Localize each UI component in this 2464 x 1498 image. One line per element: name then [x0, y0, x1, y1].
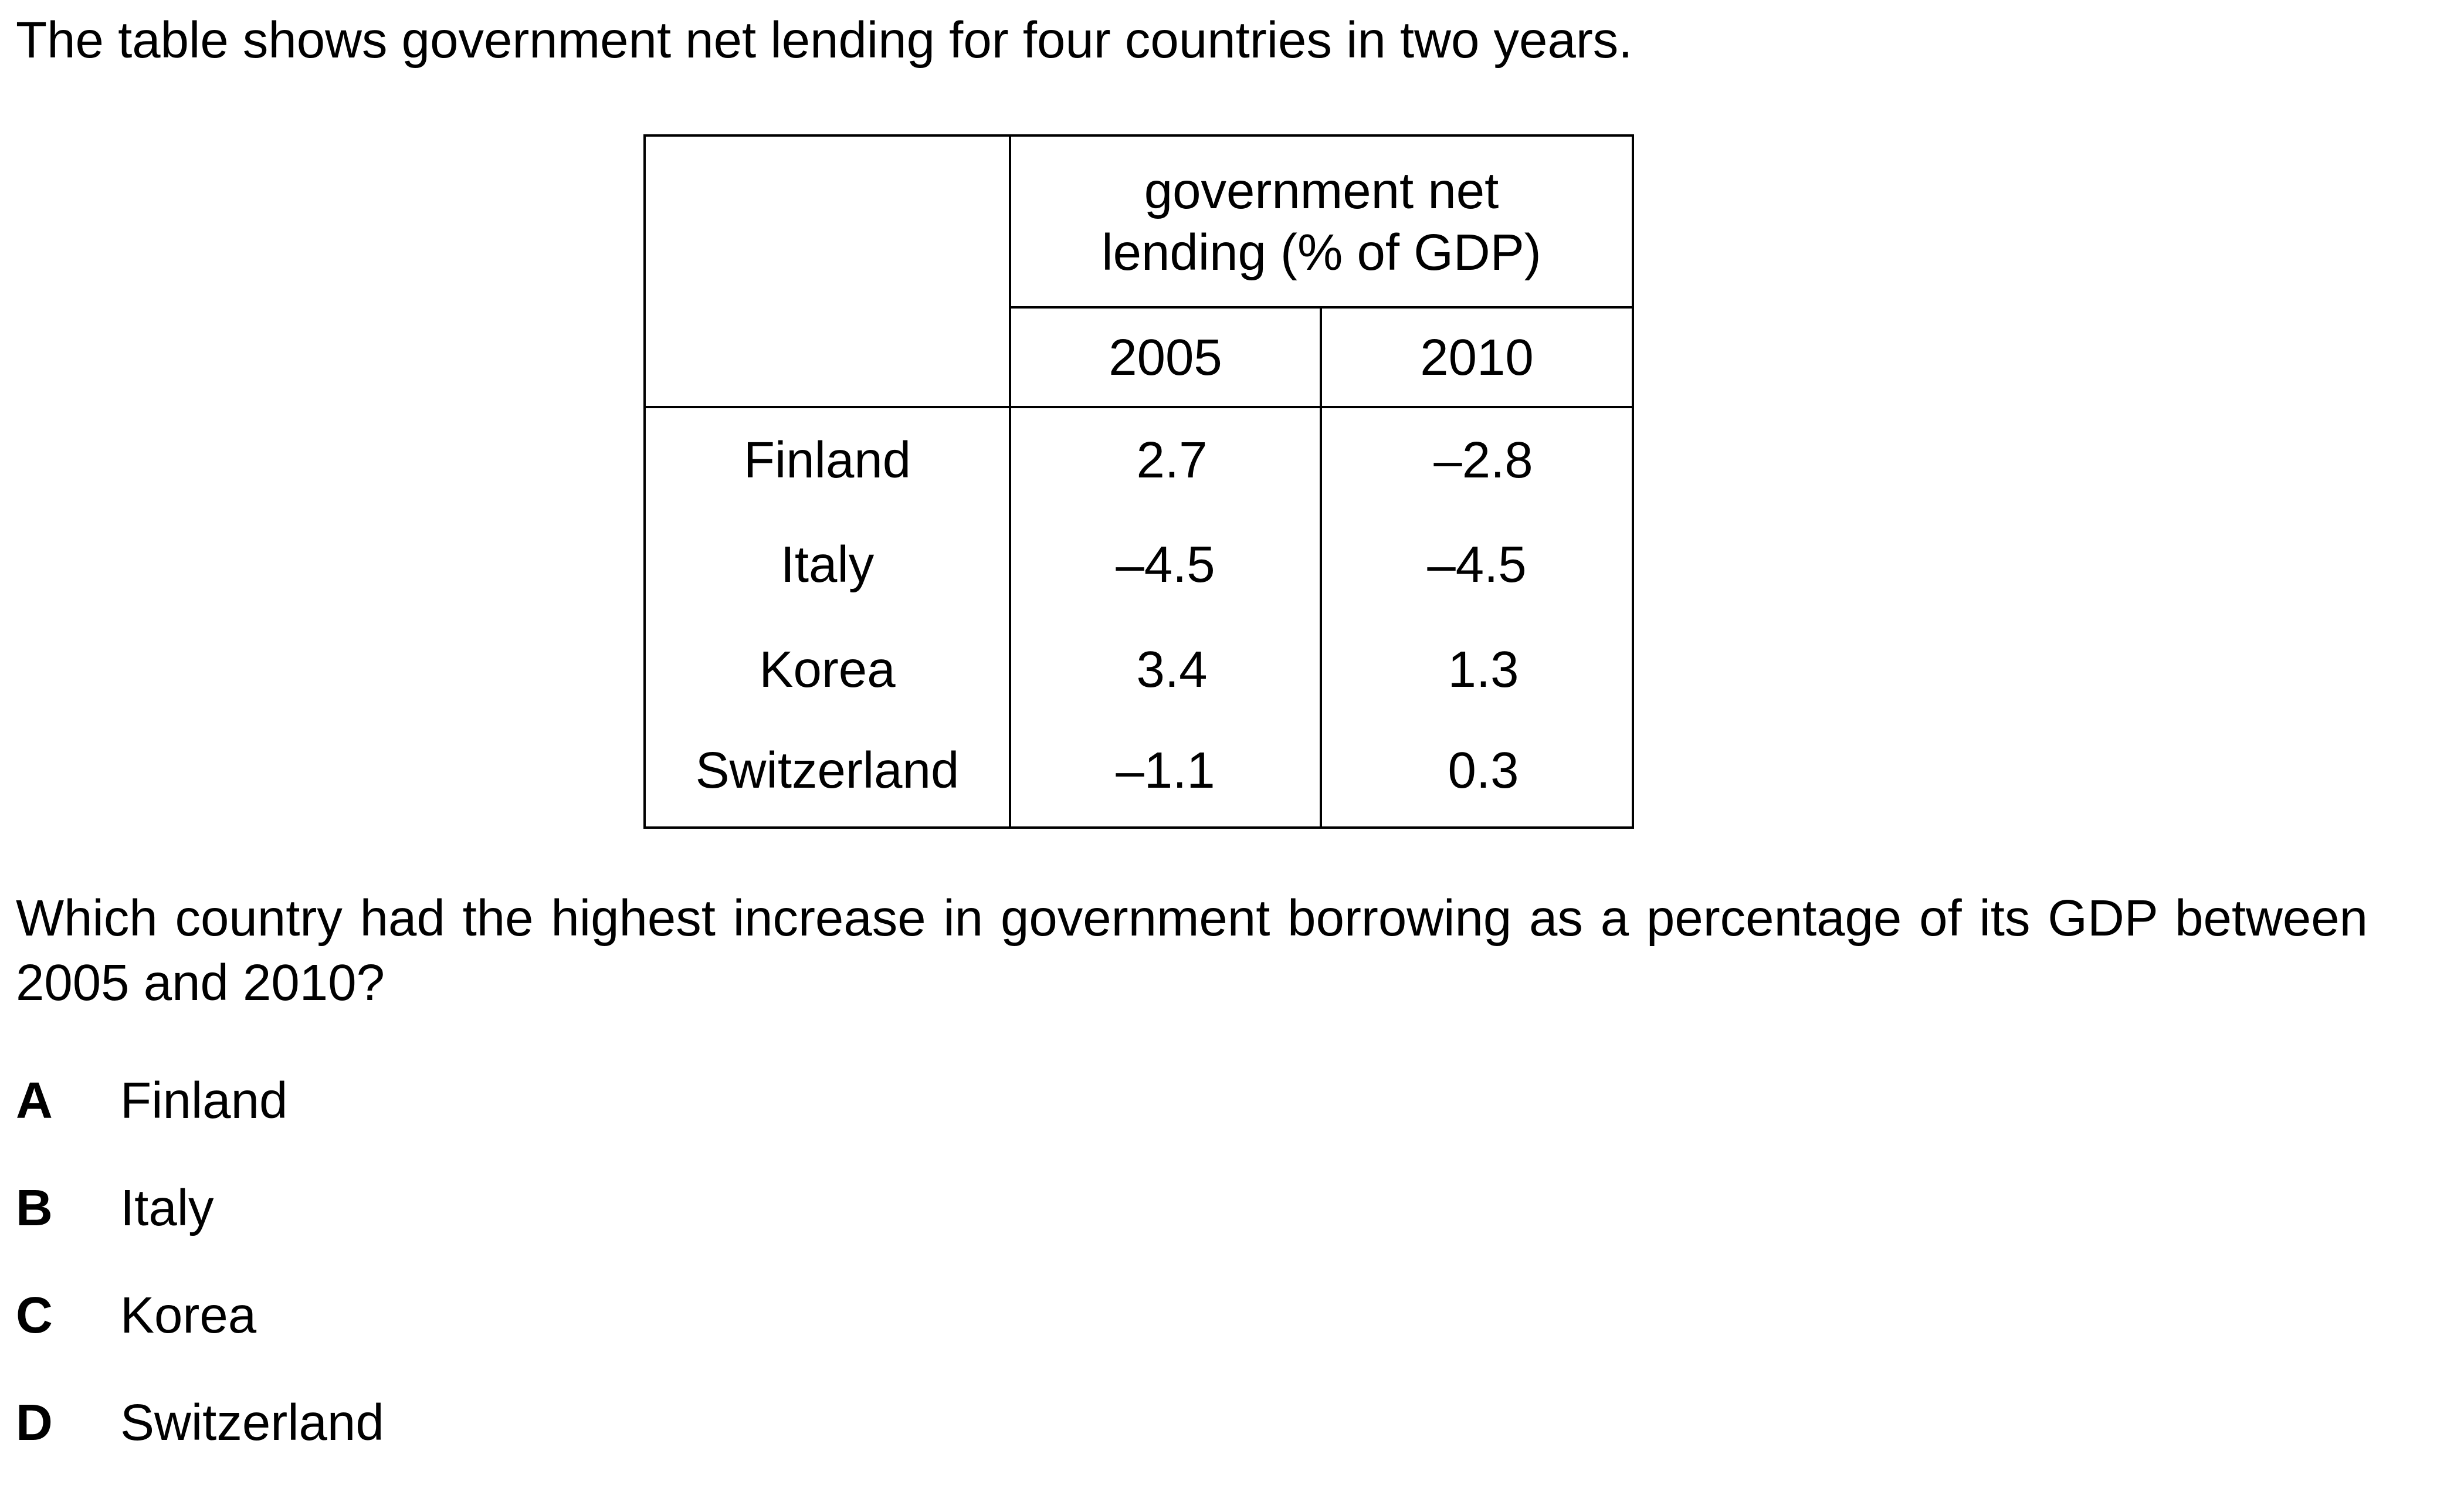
option-text: Korea	[120, 1287, 257, 1344]
option-d[interactable]: D Switzerland	[16, 1391, 384, 1498]
option-text: Finland	[120, 1072, 288, 1129]
value-cell-2010: 0.3	[1319, 722, 1635, 829]
option-a[interactable]: A Finland	[16, 1069, 384, 1176]
option-text: Switzerland	[120, 1394, 384, 1451]
group-header-line-1: government net	[1144, 162, 1499, 219]
answer-options: A Finland B Italy C Korea D Switzerland	[16, 1069, 384, 1498]
header-corner-cell	[643, 134, 1011, 408]
option-letter: A	[16, 1072, 53, 1129]
intro-text: The table shows government net lending f…	[16, 12, 1633, 69]
option-b[interactable]: B Italy	[16, 1176, 384, 1283]
question-text: Which country had the highest increase i…	[16, 890, 2368, 1011]
country-cell: Italy	[643, 512, 1011, 617]
option-letter: C	[16, 1287, 53, 1344]
country-cell: Finland	[643, 407, 1011, 512]
group-header: government net lending (% of GDP)	[1008, 134, 1635, 309]
table-row: Italy –4.5 –4.5	[643, 512, 1635, 617]
value-cell-2005: 2.7	[1009, 407, 1322, 512]
table-row: Korea 3.4 1.3	[643, 617, 1635, 722]
value-cell-2005: –1.1	[1009, 722, 1322, 829]
country-cell: Korea	[643, 617, 1011, 722]
country-cell: Switzerland	[643, 722, 1011, 829]
year-header-2005: 2005	[1009, 306, 1322, 408]
option-letter: D	[16, 1394, 53, 1451]
option-letter: B	[16, 1180, 53, 1236]
table-row: Finland 2.7 –2.8	[643, 407, 1635, 512]
table-row: Switzerland –1.1 0.3	[643, 722, 1635, 829]
option-text: Italy	[120, 1180, 214, 1236]
value-cell-2010: –4.5	[1319, 512, 1635, 617]
value-cell-2010: –2.8	[1319, 407, 1635, 512]
lending-table: government net lending (% of GDP) 2005 2…	[643, 134, 1635, 829]
value-cell-2005: 3.4	[1009, 617, 1322, 722]
group-header-line-2: lending (% of GDP)	[1101, 223, 1541, 281]
option-c[interactable]: C Korea	[16, 1283, 384, 1391]
header-row: government net lending (% of GDP)	[643, 134, 1635, 408]
value-cell-2005: –4.5	[1009, 512, 1322, 617]
year-header-row: 2005 2010	[645, 306, 1635, 408]
year-header-2010: 2010	[1319, 306, 1635, 408]
value-cell-2010: 1.3	[1319, 617, 1635, 722]
